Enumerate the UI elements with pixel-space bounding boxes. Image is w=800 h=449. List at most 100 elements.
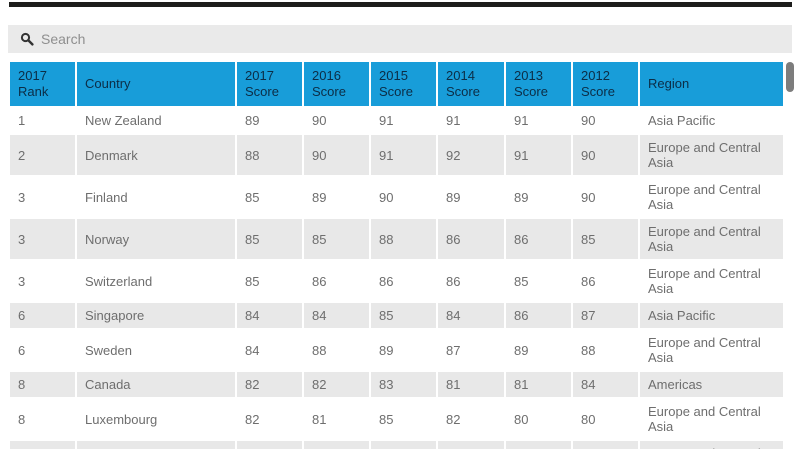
- rank-cell: 2: [8, 133, 77, 177]
- country-cell: Switzerland: [75, 259, 237, 303]
- rank-cell: 6: [8, 301, 77, 330]
- scores-table-container: 2017 Rank Country 2017 Score 2016 Score 2015…: [8, 60, 783, 449]
- column-header-2014-score[interactable]: 2014 Score: [436, 60, 506, 108]
- score-2012-cell: 90: [571, 106, 640, 135]
- score-2014-cell: 84: [436, 301, 506, 330]
- country-cell: Denmark: [75, 133, 237, 177]
- column-header-country[interactable]: Country: [75, 60, 237, 108]
- table-row: 3 Finland 85 89 90 89 89 90 Europe and Central A…: [8, 175, 783, 219]
- rank-cell: 8: [8, 397, 77, 441]
- score-2012-cell: 90: [571, 175, 640, 219]
- region-cell: Europe and Central Asia: [638, 439, 783, 449]
- rank-cell: 3: [8, 175, 77, 219]
- score-2017-cell: 85: [235, 217, 304, 261]
- score-2015-cell: [369, 439, 438, 449]
- column-header-2017-score[interactable]: 2017 Score: [235, 60, 304, 108]
- table-row: 6 Singapore 84 84 85 84 86 87 Asia Pacific: [8, 301, 783, 330]
- score-2014-cell: 86: [436, 217, 506, 261]
- region-cell: Europe and Central Asia: [638, 259, 783, 303]
- table-header-row: 2017 Rank Country 2017 Score 2016 Score 2015…: [8, 60, 783, 108]
- table-row: 8 Canada 82 82 83 81 81 84 Americas: [8, 370, 783, 399]
- column-header-2013-score[interactable]: 2013 Score: [504, 60, 573, 108]
- score-2017-cell: 82: [235, 370, 304, 399]
- region-cell: Europe and Central Asia: [638, 175, 783, 219]
- score-2017-cell: [235, 439, 304, 449]
- score-2014-cell: 91: [436, 106, 506, 135]
- score-2012-cell: 80: [571, 397, 640, 441]
- country-cell: Sweden: [75, 328, 237, 372]
- score-2012-cell: [571, 439, 640, 449]
- region-cell: Asia Pacific: [638, 301, 783, 330]
- score-2016-cell: 82: [302, 370, 371, 399]
- rank-cell: 8: [8, 370, 77, 399]
- score-2013-cell: 89: [504, 328, 573, 372]
- region-cell: Europe and Central Asia: [638, 397, 783, 441]
- country-cell: Luxembourg: [75, 397, 237, 441]
- score-2017-cell: 82: [235, 397, 304, 441]
- column-header-2012-score[interactable]: 2012 Score: [571, 60, 640, 108]
- vertical-scrollbar-thumb[interactable]: [786, 62, 794, 92]
- score-2013-cell: 86: [504, 217, 573, 261]
- score-2013-cell: 91: [504, 133, 573, 177]
- score-2013-cell: 89: [504, 175, 573, 219]
- score-2014-cell: 82: [436, 397, 506, 441]
- score-2016-cell: 86: [302, 259, 371, 303]
- column-header-2017-rank[interactable]: 2017 Rank: [8, 60, 77, 108]
- score-2012-cell: 87: [571, 301, 640, 330]
- table-row: 3 Norway 85 85 88 86 86 85 Europe and Central As…: [8, 217, 783, 261]
- country-cell: Singapore: [75, 301, 237, 330]
- score-2016-cell: 84: [302, 301, 371, 330]
- search-bar[interactable]: [8, 25, 792, 53]
- score-2016-cell: 81: [302, 397, 371, 441]
- score-2017-cell: 84: [235, 328, 304, 372]
- score-2013-cell: 80: [504, 397, 573, 441]
- score-2017-cell: 89: [235, 106, 304, 135]
- rank-cell: 3: [8, 217, 77, 261]
- top-accent-bar: [9, 2, 792, 7]
- score-2015-cell: 91: [369, 106, 438, 135]
- country-cell: [75, 439, 237, 449]
- score-2015-cell: 90: [369, 175, 438, 219]
- score-2014-cell: 81: [436, 370, 506, 399]
- table-row: 3 Switzerland 85 86 86 86 85 86 Europe and Centr…: [8, 259, 783, 303]
- region-cell: Americas: [638, 370, 783, 399]
- score-2014-cell: 86: [436, 259, 506, 303]
- column-header-2016-score[interactable]: 2016 Score: [302, 60, 371, 108]
- scores-table: 2017 Rank Country 2017 Score 2016 Score 2015…: [8, 60, 783, 449]
- column-header-2015-score[interactable]: 2015 Score: [369, 60, 438, 108]
- score-2016-cell: 85: [302, 217, 371, 261]
- search-input[interactable]: [41, 31, 792, 47]
- score-2017-cell: 85: [235, 175, 304, 219]
- score-2015-cell: 89: [369, 328, 438, 372]
- score-2013-cell: 85: [504, 259, 573, 303]
- score-2015-cell: 91: [369, 133, 438, 177]
- column-header-region[interactable]: Region: [638, 60, 783, 108]
- table-row: 2 Denmark 88 90 91 92 91 90 Europe and Central A…: [8, 133, 783, 177]
- score-2016-cell: 90: [302, 106, 371, 135]
- country-cell: Canada: [75, 370, 237, 399]
- table-row: 8 Luxembourg 82 81 85 82 80 80 Europe and Centra…: [8, 397, 783, 441]
- score-2015-cell: 88: [369, 217, 438, 261]
- table-body: 1 New Zealand 89 90 91 91 91 90 Asia Pacific 2 Den…: [8, 106, 783, 449]
- rank-cell: 1: [8, 106, 77, 135]
- score-2013-cell: 81: [504, 370, 573, 399]
- score-2015-cell: 86: [369, 259, 438, 303]
- score-2017-cell: 85: [235, 259, 304, 303]
- country-cell: New Zealand: [75, 106, 237, 135]
- score-2014-cell: 89: [436, 175, 506, 219]
- table-header: 2017 Rank Country 2017 Score 2016 Score 2015…: [8, 60, 783, 108]
- score-2012-cell: 90: [571, 133, 640, 177]
- score-2012-cell: 84: [571, 370, 640, 399]
- table-row-partial: Europe and Central Asia: [8, 439, 783, 449]
- score-2016-cell: 90: [302, 133, 371, 177]
- score-2017-cell: 84: [235, 301, 304, 330]
- score-2013-cell: 86: [504, 301, 573, 330]
- country-cell: Norway: [75, 217, 237, 261]
- score-2012-cell: 85: [571, 217, 640, 261]
- score-2017-cell: 88: [235, 133, 304, 177]
- rank-cell: 3: [8, 259, 77, 303]
- score-2014-cell: [436, 439, 506, 449]
- score-2014-cell: 87: [436, 328, 506, 372]
- score-2012-cell: 86: [571, 259, 640, 303]
